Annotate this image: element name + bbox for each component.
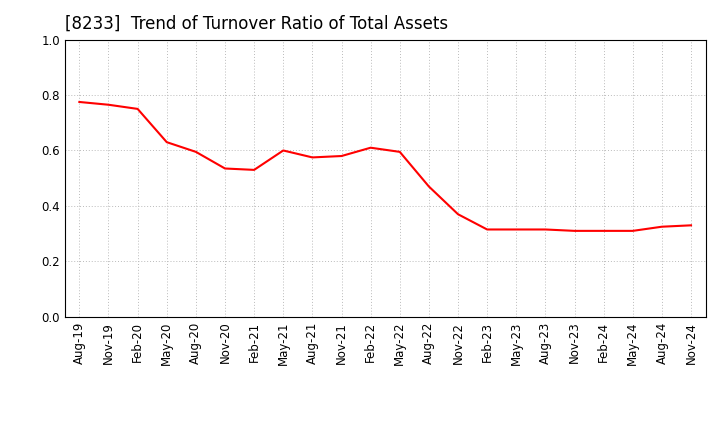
Text: [8233]  Trend of Turnover Ratio of Total Assets: [8233] Trend of Turnover Ratio of Total … [65, 15, 448, 33]
